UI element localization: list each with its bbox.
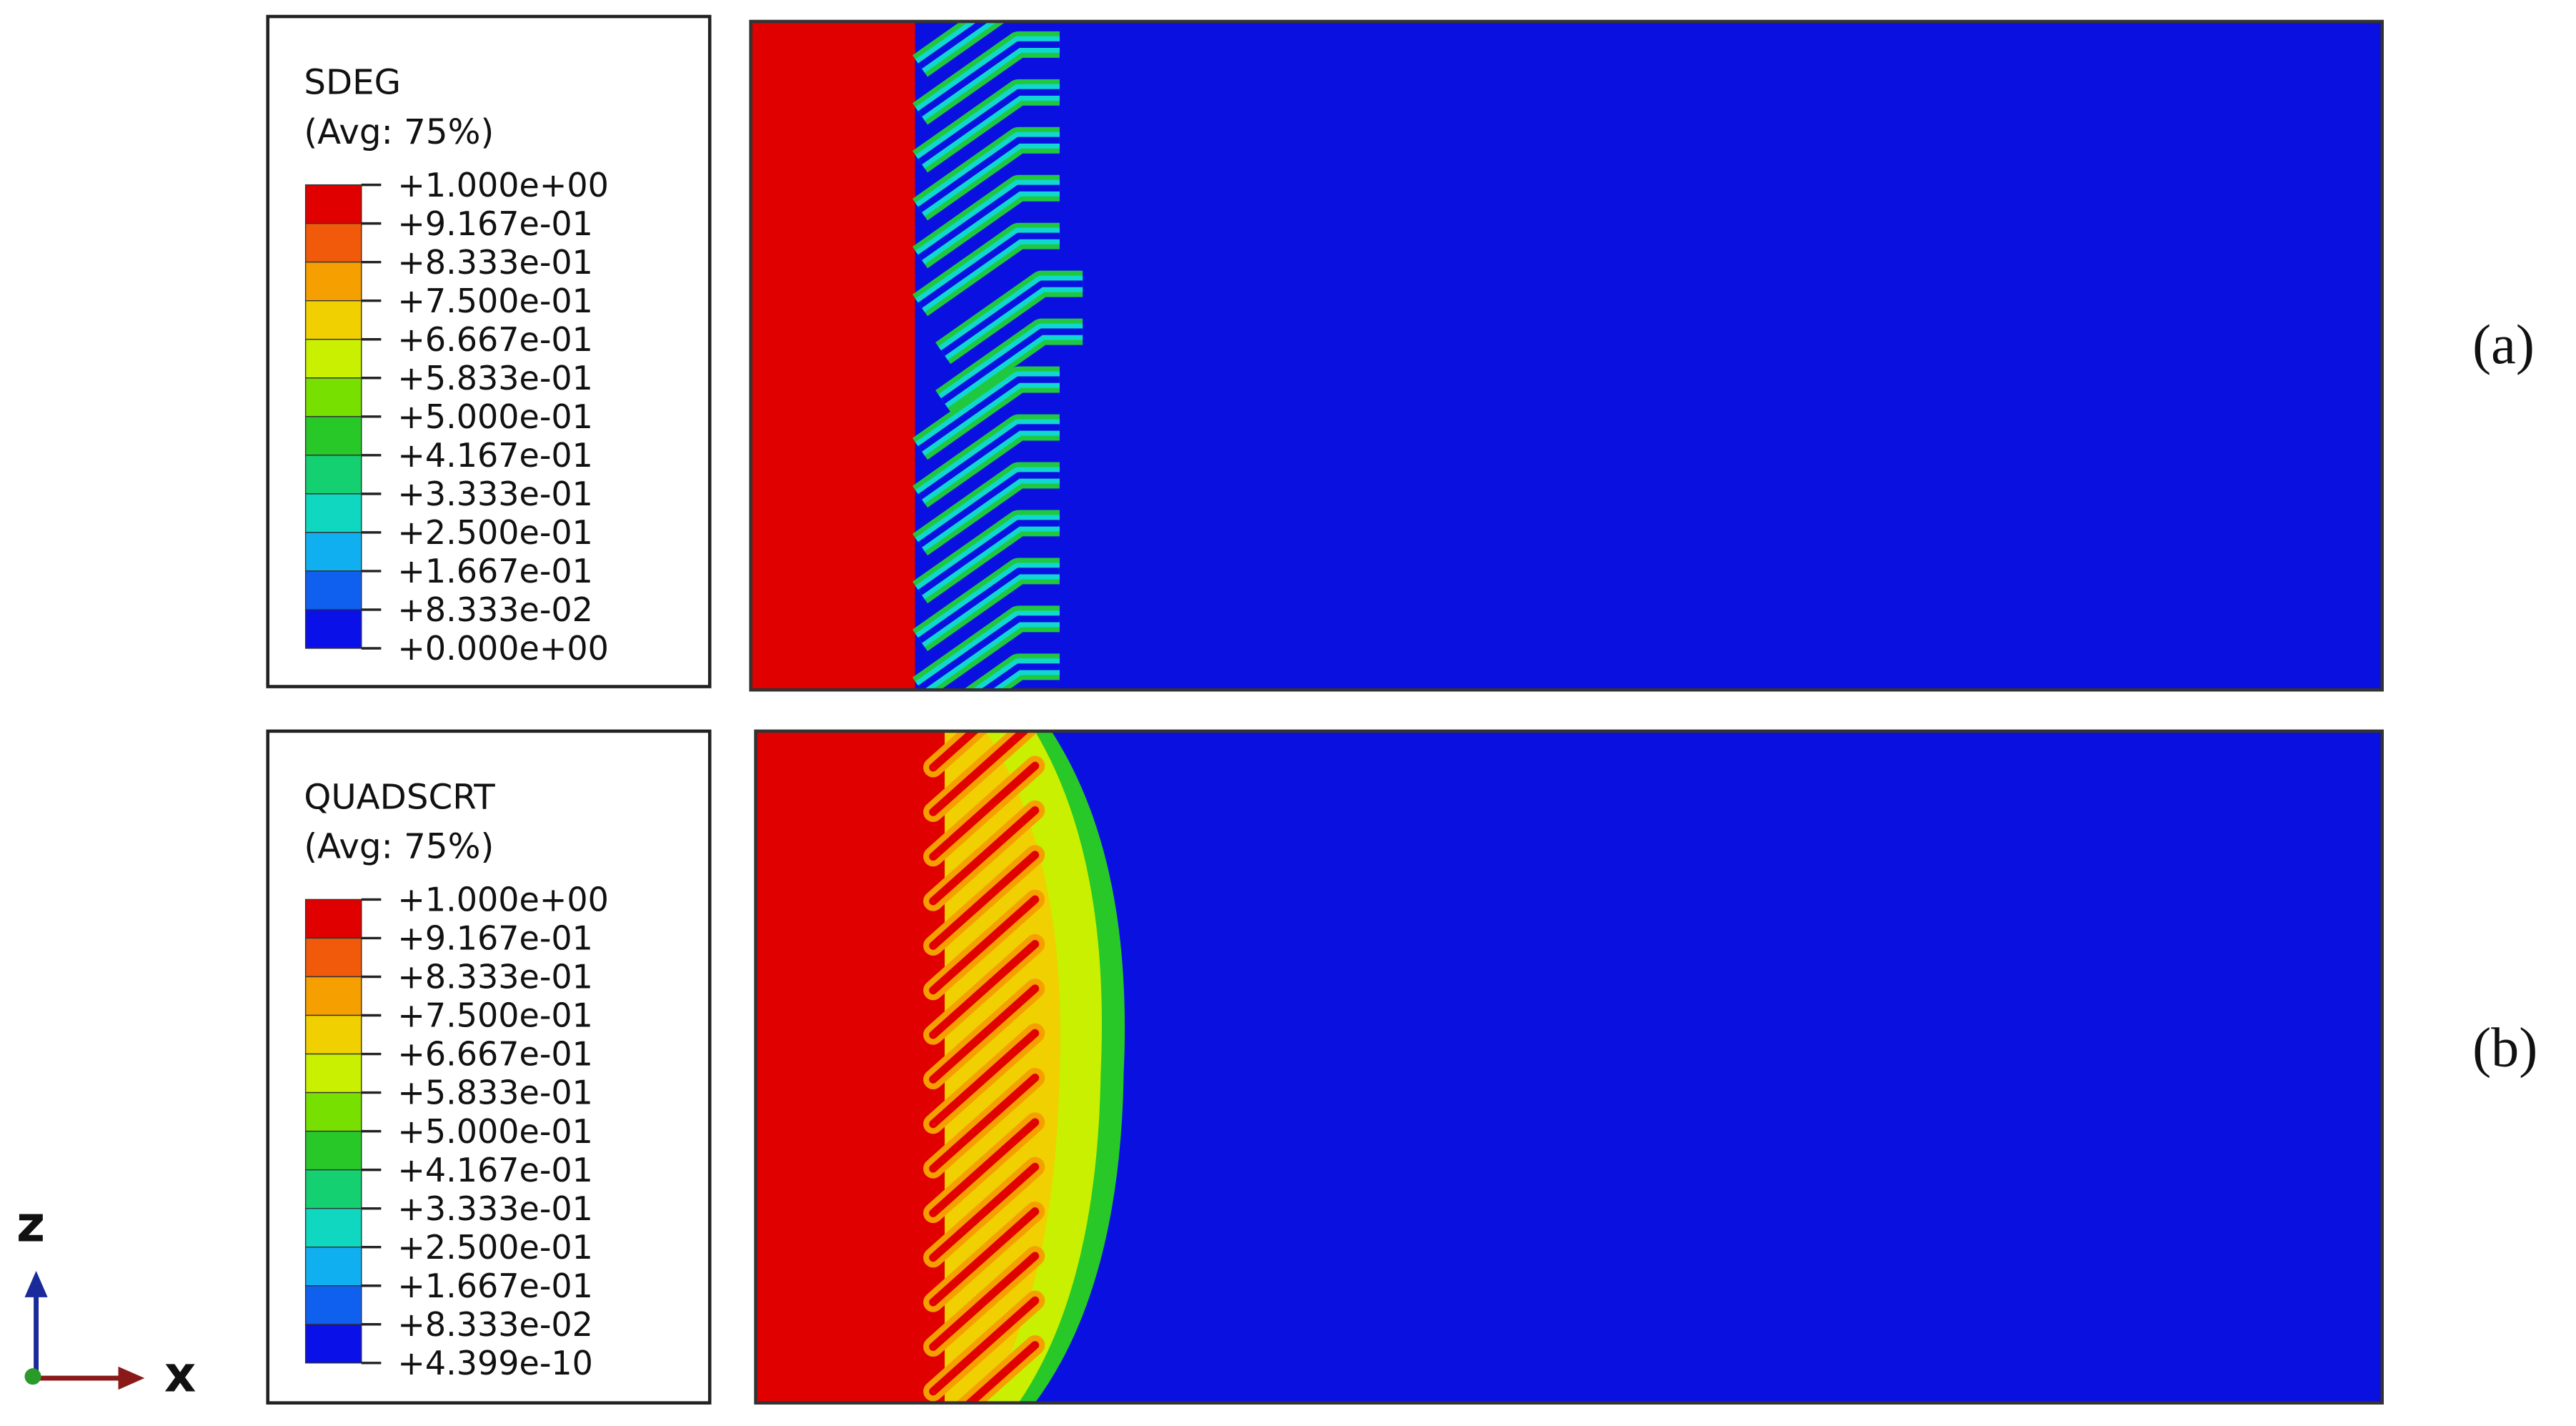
stripe (929, 761, 1040, 861)
stripe (929, 1296, 1040, 1396)
legend-swatch (304, 222, 362, 263)
arrow-head (24, 1270, 48, 1297)
legend-label: +2.500e-01 (397, 1228, 593, 1267)
legend-swatch (304, 184, 362, 224)
stripe (917, 520, 1060, 595)
contour-plot (750, 21, 2382, 690)
legend-swatch (304, 493, 362, 533)
legend-label: +0.000e+00 (397, 629, 608, 668)
legend-swatch (304, 1053, 362, 1094)
legend-label: +4.399e-10 (397, 1344, 593, 1382)
stripe (917, 424, 1060, 500)
legend-label: +7.500e-01 (397, 996, 593, 1035)
stripe (917, 232, 1060, 308)
origin (24, 1368, 41, 1385)
stripe (929, 851, 1040, 950)
legend-swatch (304, 1247, 362, 1287)
legend-swatch (304, 1169, 362, 1209)
stripe (929, 1162, 1040, 1262)
contour-plot (755, 731, 2382, 1403)
legend-swatch (304, 455, 362, 495)
legend-label: +1.667e-01 (397, 552, 593, 590)
legend-swatch (304, 1285, 362, 1325)
legend-label: +1.000e+00 (397, 166, 608, 204)
legend-swatch (304, 300, 362, 340)
legend-title: QUADSCRT (304, 777, 495, 817)
stripe (917, 376, 1060, 452)
legend-swatch (304, 976, 362, 1016)
legend-title: SDEG (304, 63, 401, 103)
legend-label: +4.167e-01 (397, 436, 593, 475)
legend-label: +5.833e-01 (397, 359, 593, 397)
legend-label: +3.333e-01 (397, 475, 593, 513)
legend-subtitle: (Avg: 75%) (304, 112, 494, 152)
stripe (980, 663, 1060, 690)
axis-label: z (16, 1196, 45, 1253)
stripe (929, 1252, 1040, 1351)
legend-label: +9.167e-01 (397, 919, 593, 958)
legend-label: +8.333e-01 (397, 958, 593, 996)
legend-swatch (304, 532, 362, 572)
legend-label: +8.333e-02 (397, 590, 593, 629)
stripe (929, 984, 1040, 1084)
stripe (917, 184, 1060, 260)
legend-swatch (304, 1324, 362, 1364)
stripe (929, 1029, 1040, 1129)
plot-frame (749, 19, 2384, 692)
legend-swatch (304, 1130, 362, 1171)
plot-frame (754, 729, 2384, 1405)
legend-swatch (304, 937, 362, 978)
stripe (964, 1341, 1040, 1403)
stripe (917, 568, 1060, 643)
stripe (929, 939, 1040, 1039)
stripe (917, 41, 1060, 117)
legend-label: +1.000e+00 (397, 880, 608, 919)
axis-label: x (164, 1346, 196, 1403)
legend-swatch (304, 339, 362, 379)
legend-label: +5.833e-01 (397, 1074, 593, 1112)
stripe (929, 895, 1040, 995)
stripe (941, 328, 1083, 404)
legend-swatch (304, 377, 362, 417)
legend-swatch (304, 261, 362, 302)
legend-label: +3.333e-01 (397, 1189, 593, 1228)
panel-label: (a) (2472, 313, 2535, 375)
legend-label: +8.333e-01 (397, 243, 593, 282)
stripe (917, 472, 1060, 548)
stripe (929, 1074, 1040, 1173)
legend-swatch (304, 416, 362, 456)
legend-swatch (304, 1207, 362, 1248)
legend-label: +8.333e-02 (397, 1305, 593, 1344)
legend-swatch (304, 1091, 362, 1132)
legend-swatch (304, 898, 362, 939)
stripe (929, 1118, 1040, 1217)
stripe (941, 280, 1083, 356)
legend-swatch (304, 609, 362, 649)
legend-label: +4.167e-01 (397, 1151, 593, 1189)
stripe (917, 21, 990, 69)
panel-label: (b) (2472, 1016, 2537, 1078)
stripe (917, 137, 1060, 213)
legend-label: +1.667e-01 (397, 1267, 593, 1305)
legend-label: +6.667e-01 (397, 1035, 593, 1074)
legend-label: +9.167e-01 (397, 204, 593, 243)
legend-subtitle: (Avg: 75%) (304, 827, 494, 867)
arrow-head (118, 1366, 145, 1390)
legend-label: +2.500e-01 (397, 513, 593, 552)
stripe (929, 731, 980, 772)
stripe (917, 89, 1060, 165)
legend-swatch (304, 1014, 362, 1055)
legend-swatch (304, 570, 362, 610)
legend-label: +6.667e-01 (397, 320, 593, 359)
stripe (917, 615, 1060, 690)
stripe (929, 731, 1030, 816)
legend-label: +5.000e-01 (397, 397, 593, 436)
stripe (929, 806, 1040, 906)
stripe (929, 1207, 1040, 1307)
legend-label: +5.000e-01 (397, 1112, 593, 1151)
legend-label: +7.500e-01 (397, 282, 593, 320)
